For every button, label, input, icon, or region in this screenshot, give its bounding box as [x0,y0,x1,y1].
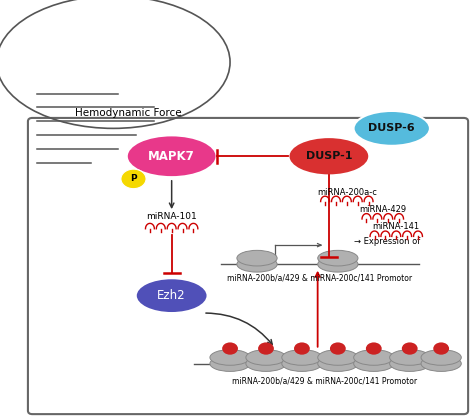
Circle shape [294,342,310,354]
Circle shape [433,342,449,354]
Ellipse shape [318,250,358,266]
Text: miRNA-200a-c: miRNA-200a-c [317,188,377,197]
FancyBboxPatch shape [28,118,468,414]
Ellipse shape [318,356,358,371]
Ellipse shape [354,356,394,371]
Ellipse shape [136,278,208,313]
Text: miRNA-200b/a/429 & miRNA-200c/141 Promotor: miRNA-200b/a/429 & miRNA-200c/141 Promot… [232,377,417,385]
Circle shape [366,342,382,354]
Text: Ezh2: Ezh2 [157,289,186,302]
Ellipse shape [127,135,217,177]
Ellipse shape [246,356,286,371]
Ellipse shape [390,356,430,371]
Ellipse shape [318,256,358,272]
Text: miRNA-200b/a/429 & miRNA-200c/141 Promotor: miRNA-200b/a/429 & miRNA-200c/141 Promot… [228,274,412,283]
Ellipse shape [237,256,277,272]
Ellipse shape [282,350,322,365]
Ellipse shape [318,350,358,365]
Text: MAPK7: MAPK7 [148,150,195,163]
Text: DUSP-1: DUSP-1 [306,151,352,161]
Ellipse shape [210,356,250,371]
Ellipse shape [237,250,277,266]
Circle shape [222,342,238,354]
Circle shape [402,342,418,354]
Circle shape [121,169,146,189]
Text: P: P [130,174,137,184]
Text: DUSP-6: DUSP-6 [368,123,415,133]
Circle shape [258,342,274,354]
Ellipse shape [354,111,430,146]
Text: Hemodynamic Force: Hemodynamic Force [75,108,182,118]
Ellipse shape [421,356,461,371]
Text: miRNA-101: miRNA-101 [146,212,197,221]
Circle shape [330,342,346,354]
Ellipse shape [354,350,394,365]
Text: miRNA-141: miRNA-141 [373,222,420,232]
Ellipse shape [210,350,250,365]
Ellipse shape [421,350,461,365]
Ellipse shape [282,356,322,371]
Text: → Expression of: → Expression of [354,237,420,246]
Ellipse shape [246,350,286,365]
Ellipse shape [289,137,369,176]
Ellipse shape [390,350,430,365]
Text: miRNA-429: miRNA-429 [359,205,406,214]
